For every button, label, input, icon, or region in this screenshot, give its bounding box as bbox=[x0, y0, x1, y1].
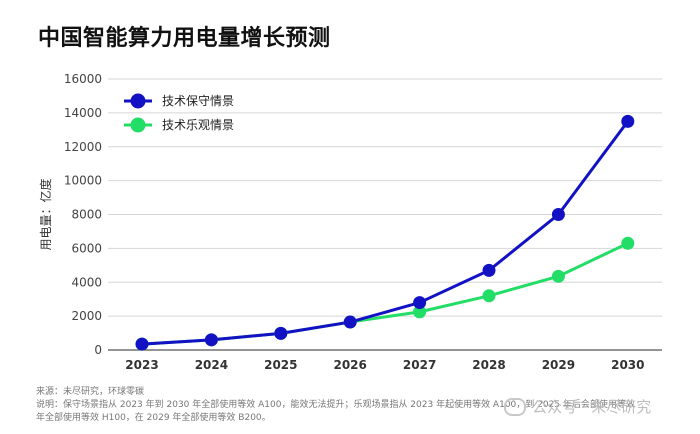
y-tick-label-2000: 2000 bbox=[71, 309, 102, 323]
x-tick-label-2024: 2024 bbox=[195, 358, 228, 372]
legend-label-1: 技术乐观情景 bbox=[162, 118, 234, 132]
data-point-s1-2027 bbox=[413, 305, 427, 319]
y-tick-label-6000: 6000 bbox=[71, 241, 102, 255]
data-point-s0-2027 bbox=[413, 296, 427, 310]
data-point-s0-2023 bbox=[135, 337, 149, 351]
legend-marker-1 bbox=[130, 117, 146, 133]
chart-title: 中国智能算力用电量增长预测 bbox=[38, 26, 331, 51]
explanation-note-line1: 说明：保守场景指从 2023 年到 2030 年全部使用等效 A100，能效无法… bbox=[36, 400, 635, 410]
line-chart: 0 2000 4000 6000 8000 10000 12000 14000 16000 202… bbox=[38, 72, 662, 372]
data-point-s1-2029 bbox=[551, 269, 565, 283]
y-tick-label-12000: 12000 bbox=[64, 140, 102, 154]
x-tick-label-2029: 2029 bbox=[542, 358, 575, 372]
x-tick-label-2026: 2026 bbox=[333, 358, 366, 372]
data-point-s0-2028 bbox=[482, 263, 496, 277]
x-tick-label-2027: 2027 bbox=[403, 358, 436, 372]
x-tick-label-2030: 2030 bbox=[611, 358, 644, 372]
data-point-s0-2029 bbox=[551, 208, 565, 221]
watermark-text: 公众号 · 未尽研究 bbox=[532, 398, 652, 416]
x-tick-label-2028: 2028 bbox=[472, 358, 505, 372]
y-tick-label-8000: 8000 bbox=[71, 208, 102, 222]
y-tick-label-16000: 16000 bbox=[64, 72, 102, 86]
chart-footer: 来源：未尽研究，环球零碳 说明：保守场景指从 2023 年到 2030 年全部使… bbox=[36, 386, 635, 425]
y-tick-label-0: 0 bbox=[94, 343, 102, 357]
watermark: 公众号 · 未尽研究 bbox=[504, 396, 651, 417]
data-point-s0-2030 bbox=[621, 114, 635, 128]
y-tick-label-14000: 14000 bbox=[64, 106, 102, 120]
legend-label-0: 技术保守情景 bbox=[162, 94, 234, 108]
x-tick-label-2025: 2025 bbox=[264, 358, 297, 372]
data-point-s0-2024 bbox=[204, 333, 218, 347]
legend-marker-0 bbox=[130, 93, 146, 109]
data-point-s0-2026 bbox=[343, 315, 357, 329]
x-tick-label-2023: 2023 bbox=[125, 358, 158, 372]
series-line-1 bbox=[141, 241, 629, 346]
y-tick-label-10000: 10000 bbox=[64, 174, 102, 188]
data-point-s1-2030 bbox=[621, 236, 635, 250]
series-line-0 bbox=[141, 120, 630, 346]
data-point-s1-2028 bbox=[482, 289, 496, 303]
y-axis-label: 用电量：亿度 bbox=[38, 178, 53, 250]
data-point-s0-2025 bbox=[274, 326, 288, 340]
y-tick-label-4000: 4000 bbox=[71, 275, 102, 289]
wechat-icon bbox=[504, 397, 526, 416]
source-note: 来源：未尽研究，环球零碳 bbox=[36, 387, 145, 397]
explanation-note-line2: 年全部使用等效 H100，在 2029 年全部使用等效 B200。 bbox=[36, 413, 271, 423]
